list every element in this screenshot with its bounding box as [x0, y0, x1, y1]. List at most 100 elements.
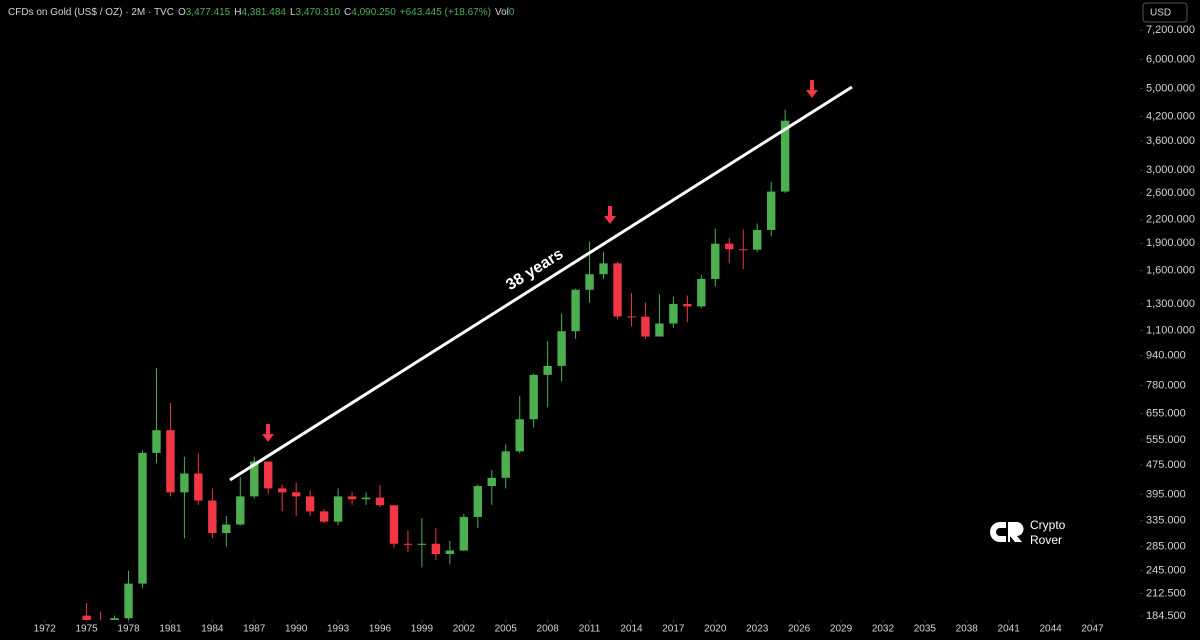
candle-body [264, 461, 273, 489]
candle-body [305, 496, 315, 512]
candle-body [613, 263, 622, 317]
x-tick-label: 1987 [243, 624, 266, 635]
field-value: 4,381.484 [241, 7, 286, 18]
y-tick-label: 6,000.000 [1146, 53, 1195, 65]
candle-body [753, 229, 762, 250]
header: CFDs on Gold (US$ / OZ) · 2M · TVC O3,477… [8, 7, 515, 18]
candle-body [725, 243, 734, 250]
logo-text: Crypto [1030, 518, 1066, 532]
field-value: 3,477.415 [186, 7, 231, 18]
candle-body [124, 583, 133, 619]
y-tick-label: 940.000 [1146, 350, 1186, 362]
x-tick-label: 1990 [285, 624, 308, 635]
y-tick-label: 1,300.000 [1146, 298, 1195, 310]
y-tick-label: 3,000.000 [1146, 164, 1195, 176]
y-tick-label: 395.000 [1146, 488, 1186, 500]
candle-body [641, 316, 650, 337]
y-tick-label: 3,600.000 [1146, 135, 1195, 147]
candle-body [515, 419, 524, 452]
field-label: O [178, 7, 186, 18]
candle-body [766, 191, 776, 230]
header-title: CFDs on Gold (US$ / OZ) · 2M · TVC [8, 7, 174, 18]
x-tick-label: 2041 [998, 624, 1021, 635]
y-tick-label: 1,600.000 [1146, 265, 1195, 277]
candle-body [529, 374, 538, 420]
x-tick-label: 2011 [579, 624, 601, 635]
trend-line [229, 85, 853, 482]
candle-body [333, 496, 343, 522]
candle-body [389, 505, 399, 544]
y-tick-label: 780.000 [1146, 379, 1186, 391]
arrows [262, 80, 818, 442]
y-tick-label: 1,100.000 [1146, 325, 1195, 337]
x-tick-label: 2002 [453, 624, 476, 635]
candle-body [431, 543, 441, 554]
candle-body [445, 550, 455, 554]
candle-body [780, 120, 790, 192]
y-tick-label: 475.000 [1146, 459, 1186, 471]
candle-body [501, 451, 510, 478]
x-tick-label: 1996 [369, 624, 392, 635]
x-tick-label: 2026 [788, 624, 811, 635]
arrow [262, 424, 274, 442]
button-frame[interactable] [1142, 2, 1188, 23]
candle-body [473, 486, 482, 517]
x-tick-label: 2014 [620, 624, 643, 635]
y-tick-label: 184.500 [1146, 610, 1186, 622]
candle-body [487, 477, 496, 487]
candle-body [194, 473, 203, 501]
candle-body [711, 243, 720, 279]
x-tick-label: 2029 [830, 624, 853, 635]
y-tick-label: 5,000.000 [1146, 82, 1195, 94]
candle-body [347, 496, 357, 500]
field-label: C [344, 7, 351, 18]
candle-body [82, 615, 91, 620]
candle-body [110, 618, 119, 620]
candle-body [319, 511, 329, 522]
x-tick-label: 1993 [327, 624, 350, 635]
candle-body [585, 274, 594, 290]
x-tick-label: 1984 [201, 624, 224, 635]
x-tick-label: 2035 [914, 624, 937, 635]
y-tick-label: 245.000 [1146, 565, 1186, 577]
arrow [806, 80, 818, 98]
field-label: H [234, 7, 241, 18]
logo-mark [1008, 521, 1024, 542]
field-value: 4,090.250 [351, 7, 396, 18]
candle-body [417, 543, 427, 545]
x-tick-label: 2020 [704, 624, 727, 635]
logo: Crypto Rover [990, 518, 1066, 547]
candle-body [543, 365, 552, 375]
x-tick-label: 1981 [159, 624, 182, 635]
button-label[interactable]: USD [1150, 8, 1171, 19]
x-tick-label: 2017 [662, 624, 685, 635]
candle-body [375, 497, 385, 506]
candle-body [166, 430, 175, 493]
field-value: 3,470.310 [296, 7, 341, 18]
x-tick-label: 2008 [537, 624, 560, 635]
y-tick-label: 335.000 [1146, 515, 1186, 527]
candle-body [557, 331, 566, 366]
y-tick-label: 1,900.000 [1146, 237, 1195, 249]
candles [82, 109, 790, 620]
candle-body [627, 316, 636, 318]
candle-body [361, 497, 371, 500]
y-tick-label: 285.000 [1146, 540, 1186, 552]
x-tick-label: 2023 [746, 624, 769, 635]
change: +643.445 (+18.67%) [400, 7, 491, 18]
candle-body [599, 263, 608, 275]
candle-body [180, 473, 189, 493]
arrow [604, 206, 616, 224]
candle-body [669, 303, 678, 324]
x-tick-label: 2047 [1081, 624, 1104, 635]
x-tick-label: 1999 [411, 624, 434, 635]
x-tick-label: 2032 [872, 624, 895, 635]
volume-label: Vol [495, 7, 509, 18]
x-tick-label: 1972 [34, 624, 57, 635]
x-tick-label: 2005 [495, 624, 518, 635]
y-tick-label: 212.500 [1146, 587, 1186, 599]
y-tick-label: 7,200.000 [1146, 24, 1195, 36]
currency-button[interactable]: USD [1142, 2, 1188, 23]
